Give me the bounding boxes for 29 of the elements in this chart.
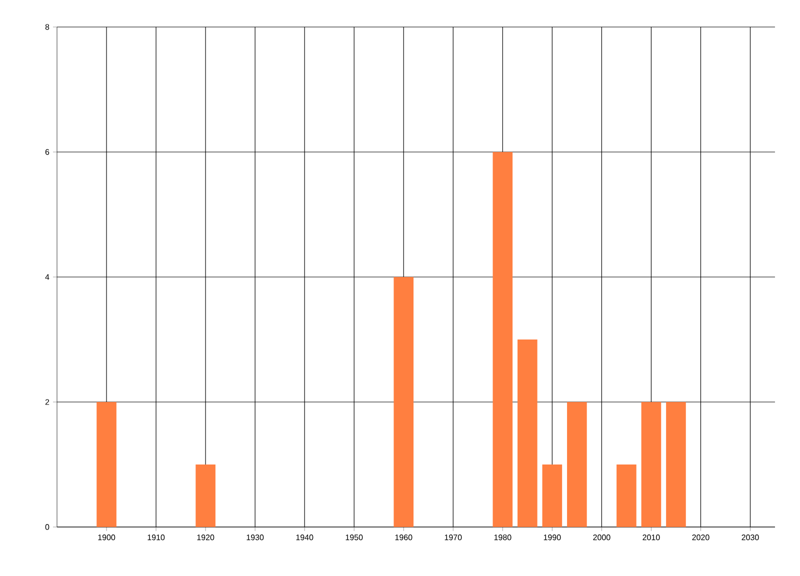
x-tick-label: 1930 [246, 534, 264, 540]
bar [96, 402, 116, 527]
bar [641, 402, 662, 527]
bar [666, 402, 686, 527]
x-tick-label: 1900 [98, 534, 116, 540]
x-tick-label: 1970 [444, 534, 462, 540]
x-tick-label: 1920 [197, 534, 214, 540]
bar [567, 402, 587, 527]
x-tick-label: 1960 [395, 534, 412, 540]
x-tick-label: 1940 [296, 534, 314, 540]
x-tick-label: 2030 [742, 534, 759, 540]
bar [196, 464, 216, 527]
x-tick-label: 2010 [642, 534, 660, 540]
bar [542, 464, 562, 527]
x-tick-label: 2000 [593, 534, 610, 540]
x-tick-label: 1910 [148, 534, 165, 540]
bar [394, 276, 414, 527]
y-tick-label: 8 [45, 24, 50, 30]
y-tick-label: 2 [45, 399, 50, 405]
x-tick-label: 1990 [544, 534, 561, 540]
y-tick-label: 0 [45, 524, 50, 530]
x-tick-label: 2020 [692, 534, 710, 540]
x-tick-label: 1980 [494, 534, 512, 540]
y-tick-label: 4 [45, 274, 50, 280]
bar [492, 152, 513, 527]
bar [616, 464, 636, 527]
bar [518, 340, 538, 527]
x-tick-label: 1950 [346, 534, 363, 540]
y-tick-label: 6 [45, 149, 50, 155]
